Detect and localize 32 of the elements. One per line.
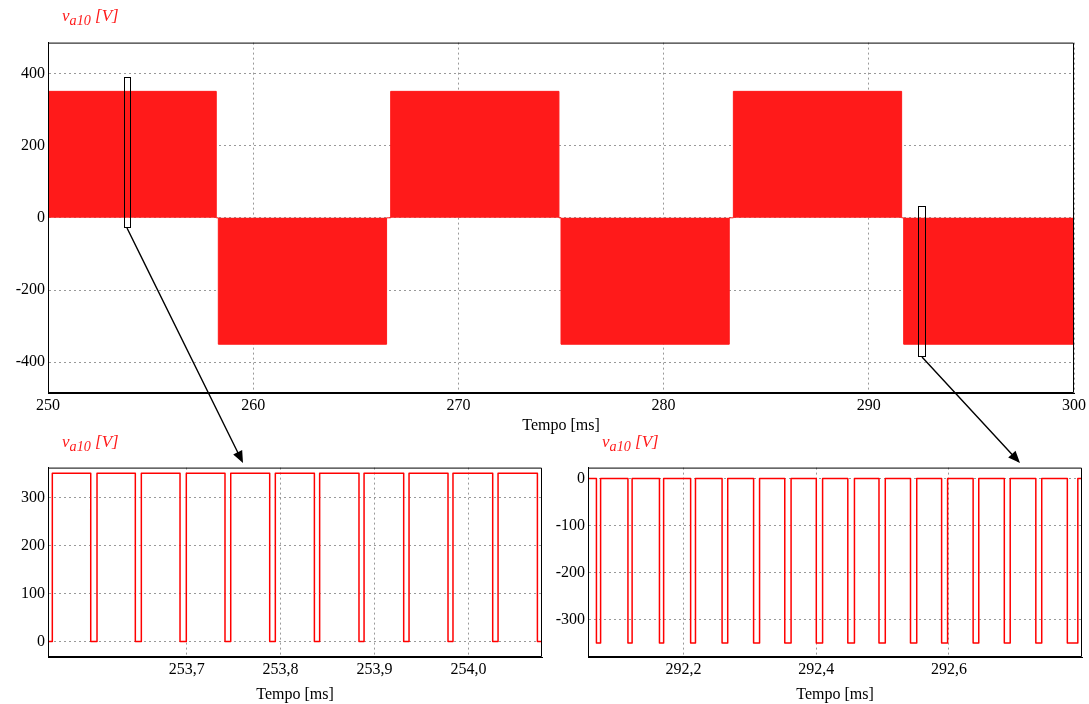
y-axis-title: v$_{a10}$ [V]: [602, 432, 659, 456]
x-tick-label: 292,4: [798, 659, 835, 677]
x-tick-label: 292,6: [930, 659, 967, 677]
x-tick-label: 300: [1062, 395, 1086, 413]
x-tick-label: 253,8: [262, 659, 299, 677]
y-axis-title: v$_{a10}$ [V]: [62, 6, 119, 30]
y-tick-label: -300: [555, 609, 585, 627]
y-tick-label: -200: [555, 562, 585, 580]
y-tick-label: -400: [15, 352, 45, 370]
y-tick-label: 300: [21, 487, 45, 505]
x-tick-label: 253,7: [168, 659, 205, 677]
x-tick-label: 253,9: [356, 659, 393, 677]
y-tick-label: 100: [21, 583, 45, 601]
x-tick-label: 270: [446, 395, 471, 413]
x-axis-title: Tempo [ms]: [522, 415, 600, 434]
y-tick-label: 0: [577, 468, 585, 486]
y-tick-label: -100: [555, 515, 585, 533]
x-tick-label: 260: [241, 395, 266, 413]
y-tick-label: 200: [21, 135, 45, 153]
y-tick-label: 400: [21, 63, 45, 81]
y-tick-label: -200: [15, 280, 45, 298]
x-tick-label: 280: [651, 395, 676, 413]
x-axis-title: Tempo [ms]: [256, 684, 334, 703]
x-tick-label: 290: [856, 395, 881, 413]
x-tick-label: 254,0: [450, 659, 487, 677]
x-tick-label: 250: [36, 395, 60, 413]
x-axis-title: Tempo [ms]: [796, 684, 874, 703]
y-tick-label: 200: [21, 535, 45, 553]
x-tick-label: 292,2: [665, 659, 702, 677]
y-tick-label: 0: [37, 631, 45, 649]
y-tick-label: 0: [37, 208, 45, 225]
y-axis-title: v$_{a10}$ [V]: [62, 432, 119, 456]
